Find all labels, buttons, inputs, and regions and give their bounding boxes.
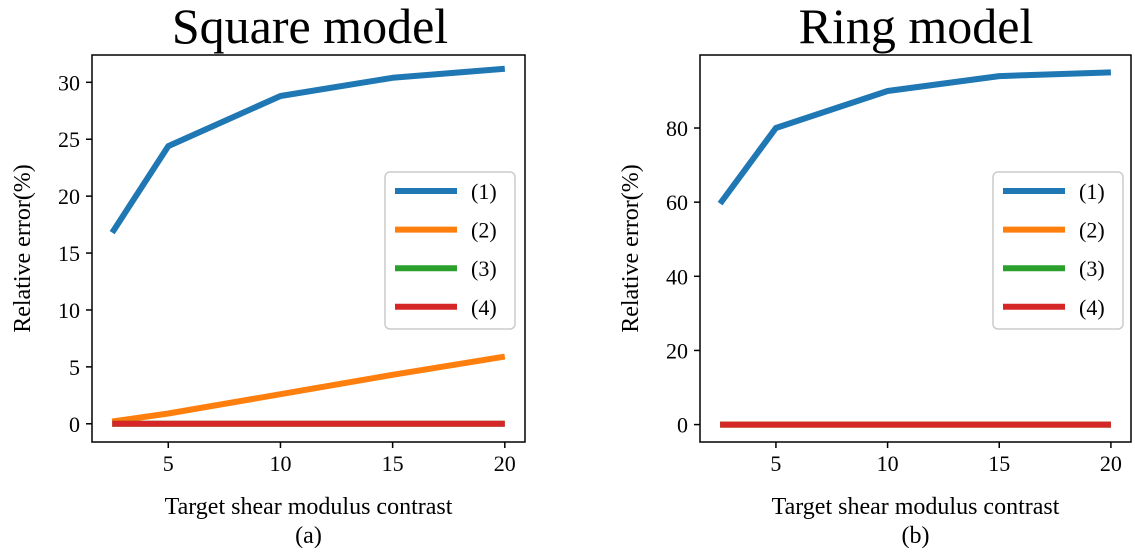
series-line-2: [111, 353, 506, 425]
legend-label-1: (1): [471, 179, 497, 204]
chart-title: Ring model: [799, 0, 1034, 54]
y-tick-label: 25: [58, 127, 80, 152]
y-tick-label: 0: [677, 413, 688, 438]
legend: (1) (2) (3) (4): [992, 171, 1124, 330]
x-tick-label: 20: [494, 451, 516, 476]
series-line-1: [109, 65, 506, 235]
legend-label-2: (2): [471, 218, 497, 243]
x-tick-label: 15: [382, 451, 404, 476]
legend-box: [992, 171, 1124, 330]
x-tick-label: 20: [1100, 451, 1122, 476]
series-line-1: [717, 69, 1111, 206]
panel-label: (a): [295, 523, 322, 549]
x-tick-label: 15: [988, 451, 1010, 476]
legend-label-2: (2): [1079, 218, 1105, 243]
y-axis-label: Relative error(%): [10, 164, 36, 333]
legend-label-1: (1): [1079, 179, 1105, 204]
x-tick-label: 5: [770, 451, 781, 476]
x-tick-label: 5: [163, 451, 174, 476]
y-tick-label: 40: [666, 264, 688, 289]
chart-title: Square model: [172, 0, 448, 54]
x-axis-label: Target shear modulus contrast: [772, 494, 1060, 520]
panel-label: (b): [902, 523, 930, 549]
y-axis-label: Relative error(%): [618, 164, 644, 333]
y-tick-label: 10: [58, 298, 80, 323]
legend-box: [384, 171, 516, 330]
y-tick-label: 15: [58, 241, 80, 266]
legend-label-4: (4): [471, 295, 497, 320]
legend-label-3: (3): [471, 256, 497, 281]
chart-panel-2: Ring model 5 10 15 20 0 20 40 60 80 Target shear m…: [618, 0, 1132, 549]
y-tick-label: 30: [58, 70, 80, 95]
y-tick-label: 5: [69, 355, 80, 380]
legend-label-3: (3): [1079, 256, 1105, 281]
legend: (1) (2) (3) (4): [384, 171, 516, 330]
legend-label-4: (4): [1079, 295, 1105, 320]
y-tick-label: 20: [58, 184, 80, 209]
y-tick-label: 20: [666, 338, 688, 363]
chart-panel-1: Square model 5 10 15 20 0 5 10 15 20 25 30 Target sh…: [10, 0, 526, 549]
x-tick-label: 10: [269, 451, 291, 476]
y-tick-label: 60: [666, 190, 688, 215]
y-tick-label: 80: [666, 116, 688, 141]
x-tick-label: 10: [877, 451, 899, 476]
x-axis-label: Target shear modulus contrast: [165, 494, 453, 520]
y-tick-label: 0: [69, 412, 80, 437]
plot-frame: [91, 54, 526, 443]
plot-frame: [699, 54, 1132, 443]
